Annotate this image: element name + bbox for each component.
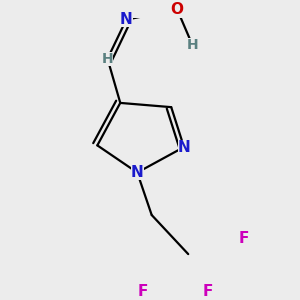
Text: F: F bbox=[138, 284, 148, 299]
Text: F: F bbox=[238, 231, 249, 246]
Text: H: H bbox=[187, 38, 198, 52]
Text: N: N bbox=[131, 165, 144, 180]
Text: N: N bbox=[178, 140, 190, 154]
Text: H: H bbox=[102, 52, 113, 66]
Text: F: F bbox=[202, 284, 213, 299]
Text: N: N bbox=[120, 12, 133, 27]
Text: O: O bbox=[171, 2, 184, 17]
